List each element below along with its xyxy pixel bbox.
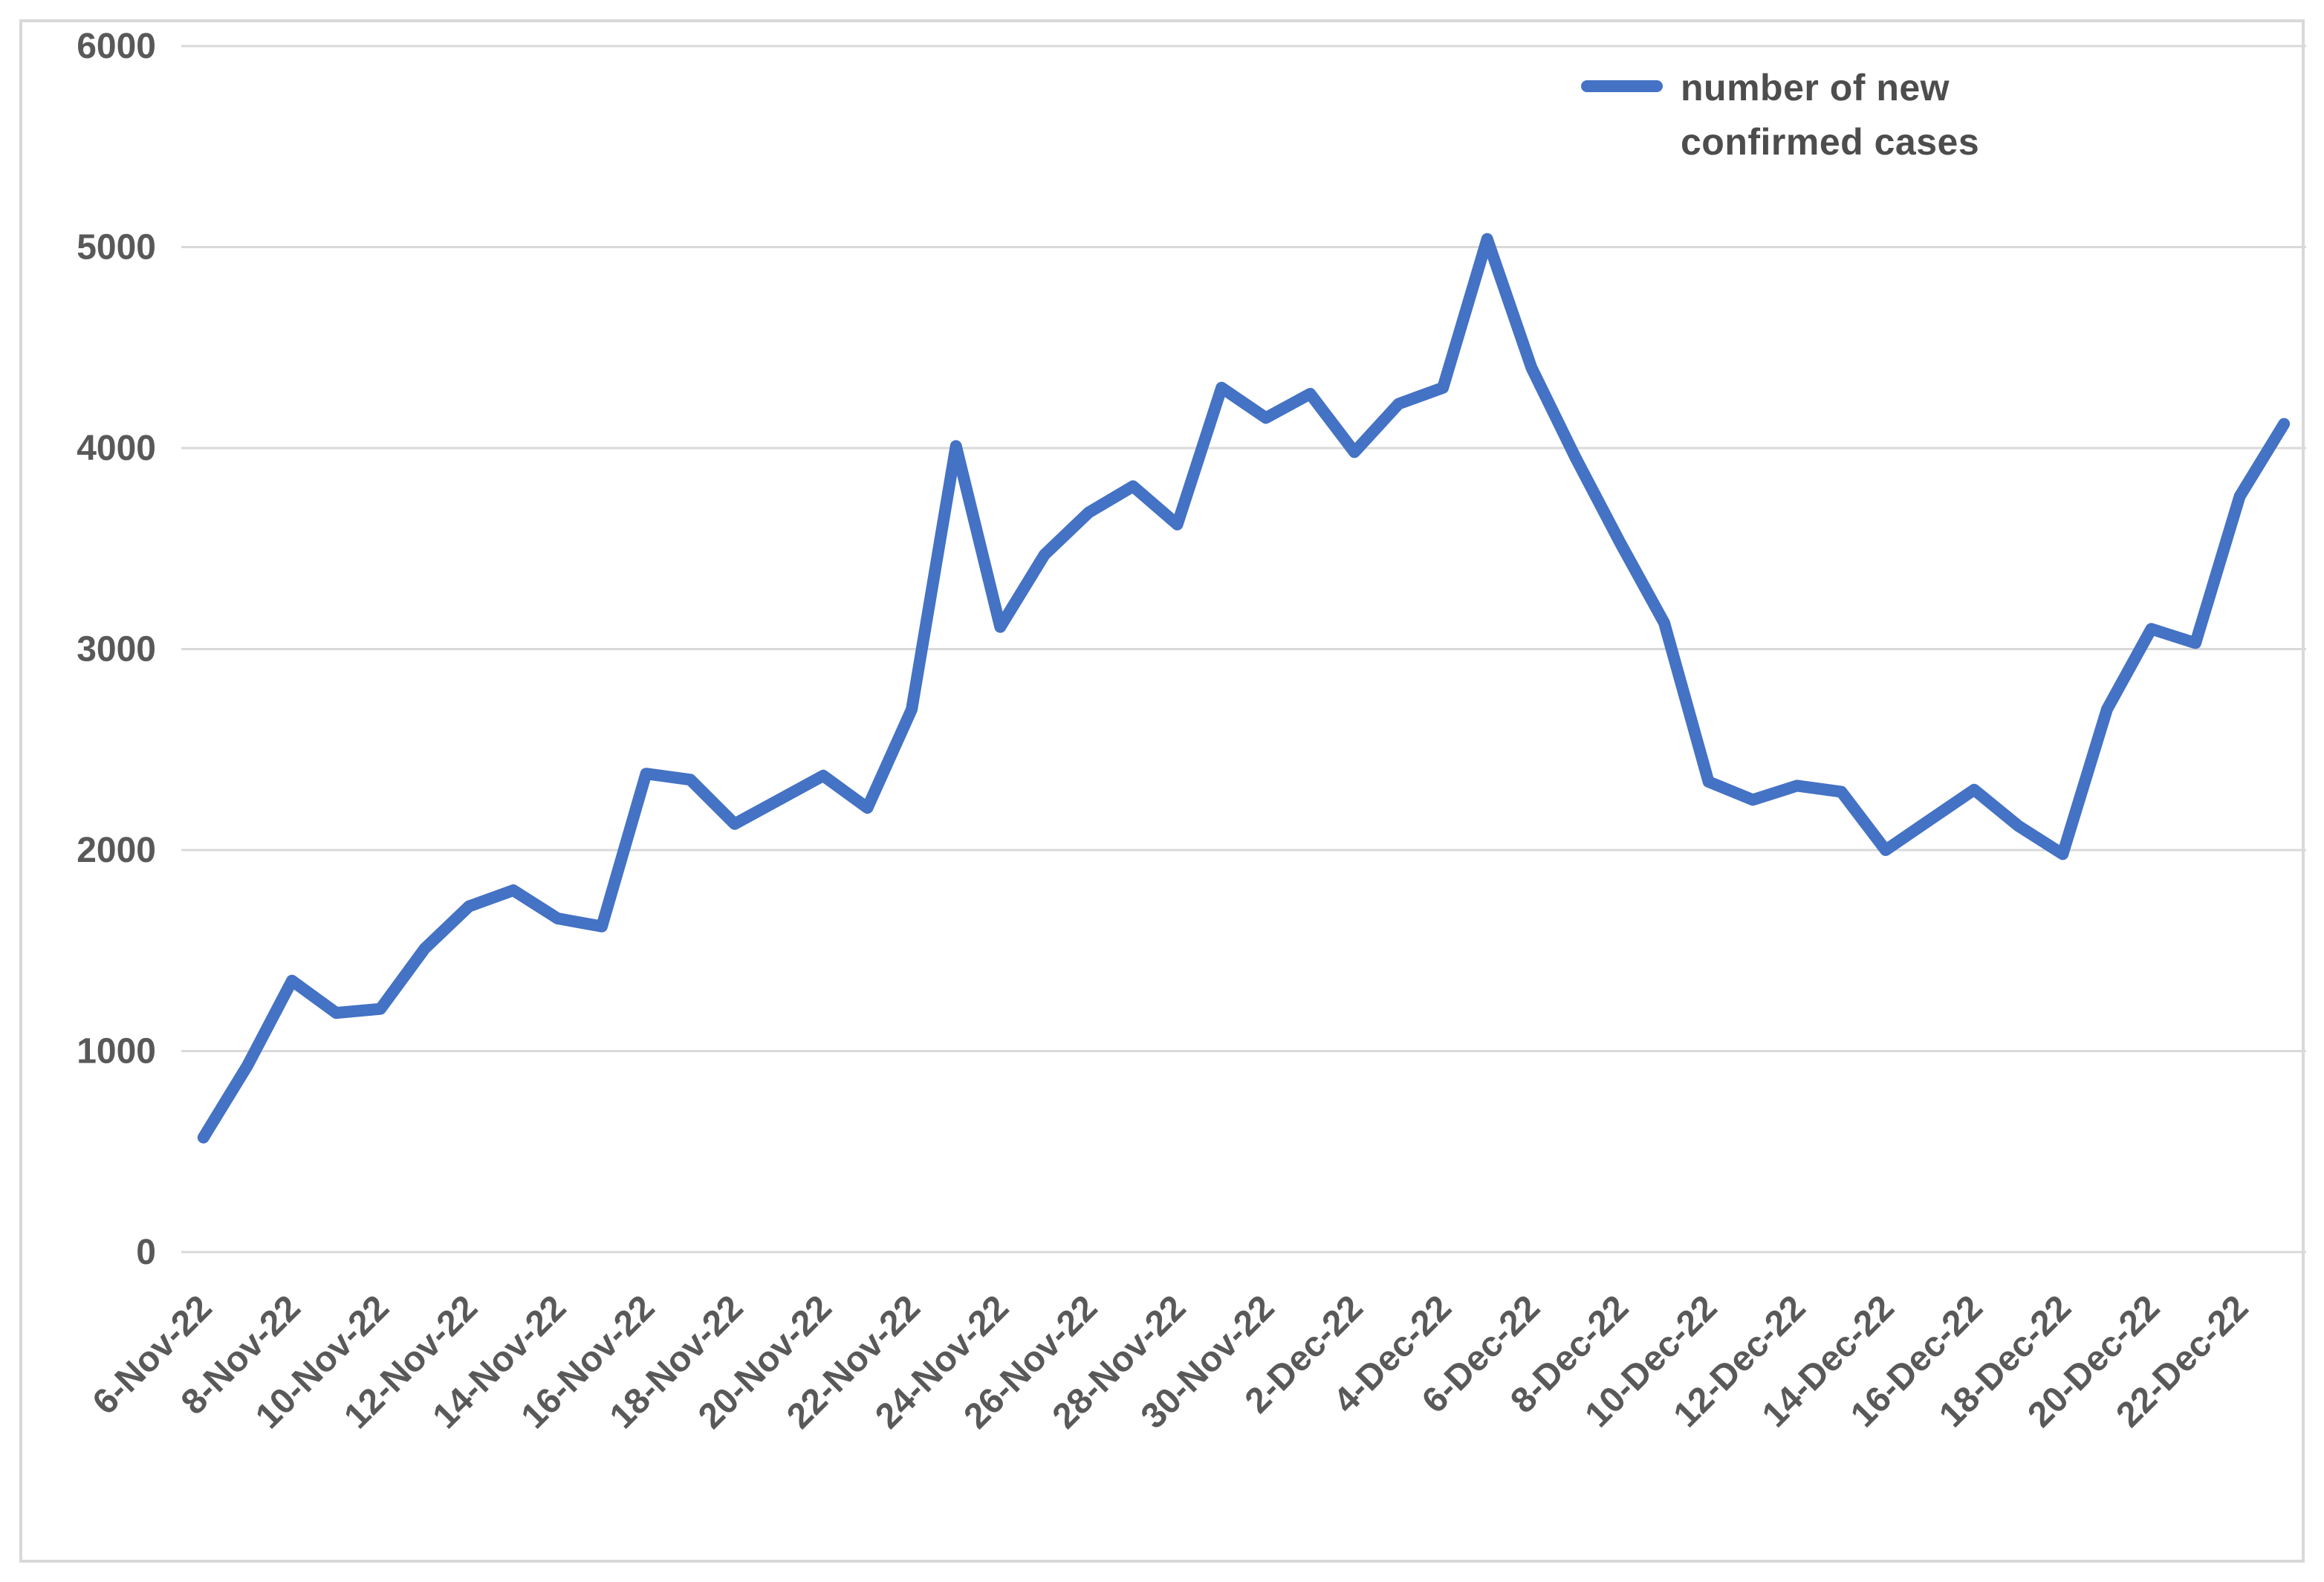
y-axis-label: 3000 <box>77 630 156 670</box>
chart-frame <box>19 19 2305 1563</box>
series-line <box>197 233 2291 1144</box>
y-axis-label: 6000 <box>77 27 156 66</box>
y-axis-label: 1000 <box>77 1032 156 1072</box>
y-axis-label: 0 <box>136 1233 156 1272</box>
y-axis-label: 2000 <box>77 831 156 870</box>
legend-line-swatch <box>1581 80 1663 92</box>
legend: number of new confirmed cases <box>1581 61 2101 169</box>
legend-label: number of new confirmed cases <box>1681 67 1980 163</box>
y-axis-label: 4000 <box>77 429 156 468</box>
y-axis-label: 5000 <box>77 228 156 268</box>
